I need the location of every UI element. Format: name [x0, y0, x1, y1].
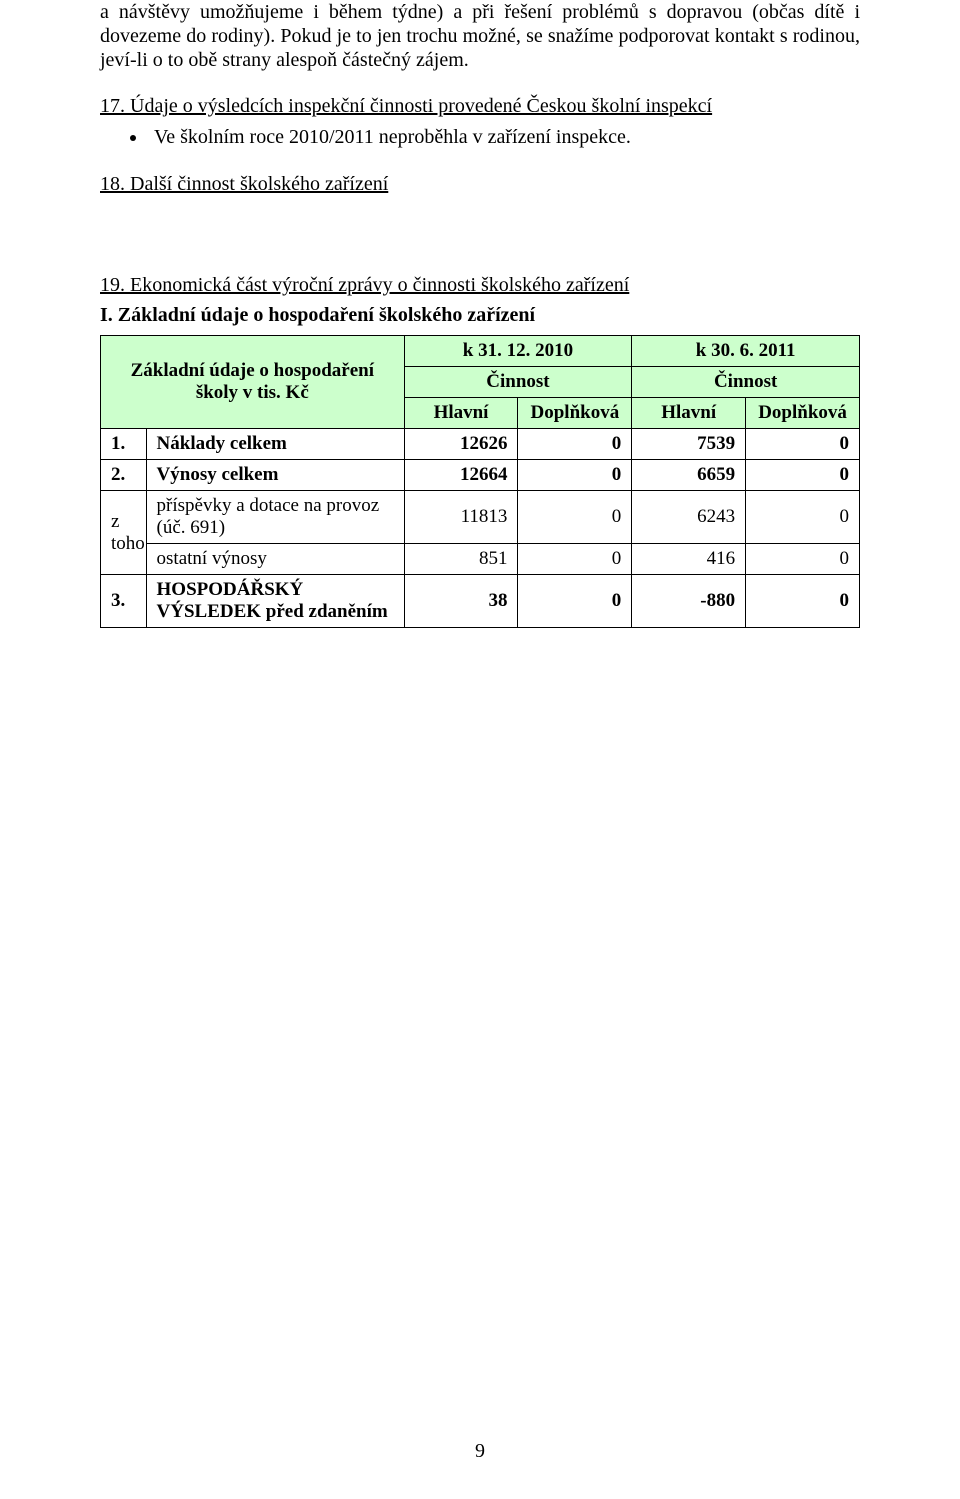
section-19-subheading: I. Základní údaje o hospodaření školskéh… [100, 304, 535, 326]
table-cell: 0 [518, 460, 632, 491]
section-17-list: Ve školním roce 2010/2011 neproběhla v z… [100, 125, 860, 150]
table-cell: 0 [746, 429, 860, 460]
table-row: ostatní výnosy85104160 [101, 544, 860, 575]
table-cell: 12664 [404, 460, 518, 491]
table-row-index: z toho [101, 491, 147, 575]
table-cell: 416 [632, 544, 746, 575]
finance-table-rowhead: Základní údaje o hospodaření školy v tis… [101, 336, 405, 429]
finance-table-activity1: Činnost [404, 367, 632, 398]
table-row-label: ostatní výnosy [146, 544, 404, 575]
table-row-index: 3. [101, 575, 147, 628]
table-cell: 0 [518, 575, 632, 628]
table-cell: 7539 [632, 429, 746, 460]
finance-table: Základní údaje o hospodaření školy v tis… [100, 335, 860, 628]
table-row-label: příspěvky a dotace na provoz (úč. 691) [146, 491, 404, 544]
section-17-heading: 17. Údaje o výsledcích inspekční činnost… [100, 94, 860, 119]
finance-table-period2: k 30. 6. 2011 [632, 336, 860, 367]
table-cell: 0 [518, 544, 632, 575]
table-cell: -880 [632, 575, 746, 628]
intro-paragraph: a návštěvy umožňujeme i během týdne) a p… [100, 0, 860, 72]
table-cell: 0 [518, 491, 632, 544]
section-17-bullet: Ve školním roce 2010/2011 neproběhla v z… [148, 125, 860, 150]
table-row-label: Výnosy celkem [146, 460, 404, 491]
table-row-label: HOSPODÁŘSKÝ VÝSLEDEK před zdaněním [146, 575, 404, 628]
section-18-heading: 18. Další činnost školského zařízení [100, 172, 860, 197]
table-row-index: 2. [101, 460, 147, 491]
table-cell: 12626 [404, 429, 518, 460]
table-cell: 0 [746, 575, 860, 628]
table-row: z tohopříspěvky a dotace na provoz (úč. … [101, 491, 860, 544]
finance-table-col-supp-2: Doplňková [746, 398, 860, 429]
table-row: 2.Výnosy celkem12664066590 [101, 460, 860, 491]
table-cell: 38 [404, 575, 518, 628]
table-cell: 6243 [632, 491, 746, 544]
finance-table-col-main-2: Hlavní [632, 398, 746, 429]
table-cell: 851 [404, 544, 518, 575]
table-row-label: Náklady celkem [146, 429, 404, 460]
table-cell: 0 [746, 491, 860, 544]
table-row: 3.HOSPODÁŘSKÝ VÝSLEDEK před zdaněním380-… [101, 575, 860, 628]
finance-table-col-supp-1: Doplňková [518, 398, 632, 429]
table-cell: 0 [746, 544, 860, 575]
table-cell: 0 [746, 460, 860, 491]
finance-table-period1: k 31. 12. 2010 [404, 336, 632, 367]
page-number: 9 [0, 1440, 960, 1463]
table-cell: 6659 [632, 460, 746, 491]
table-row-index: 1. [101, 429, 147, 460]
finance-table-col-main-1: Hlavní [404, 398, 518, 429]
finance-table-activity2: Činnost [632, 367, 860, 398]
table-cell: 0 [518, 429, 632, 460]
table-row: 1.Náklady celkem12626075390 [101, 429, 860, 460]
table-cell: 11813 [404, 491, 518, 544]
section-19-heading: 19. Ekonomická část výroční zprávy o čin… [100, 273, 860, 298]
